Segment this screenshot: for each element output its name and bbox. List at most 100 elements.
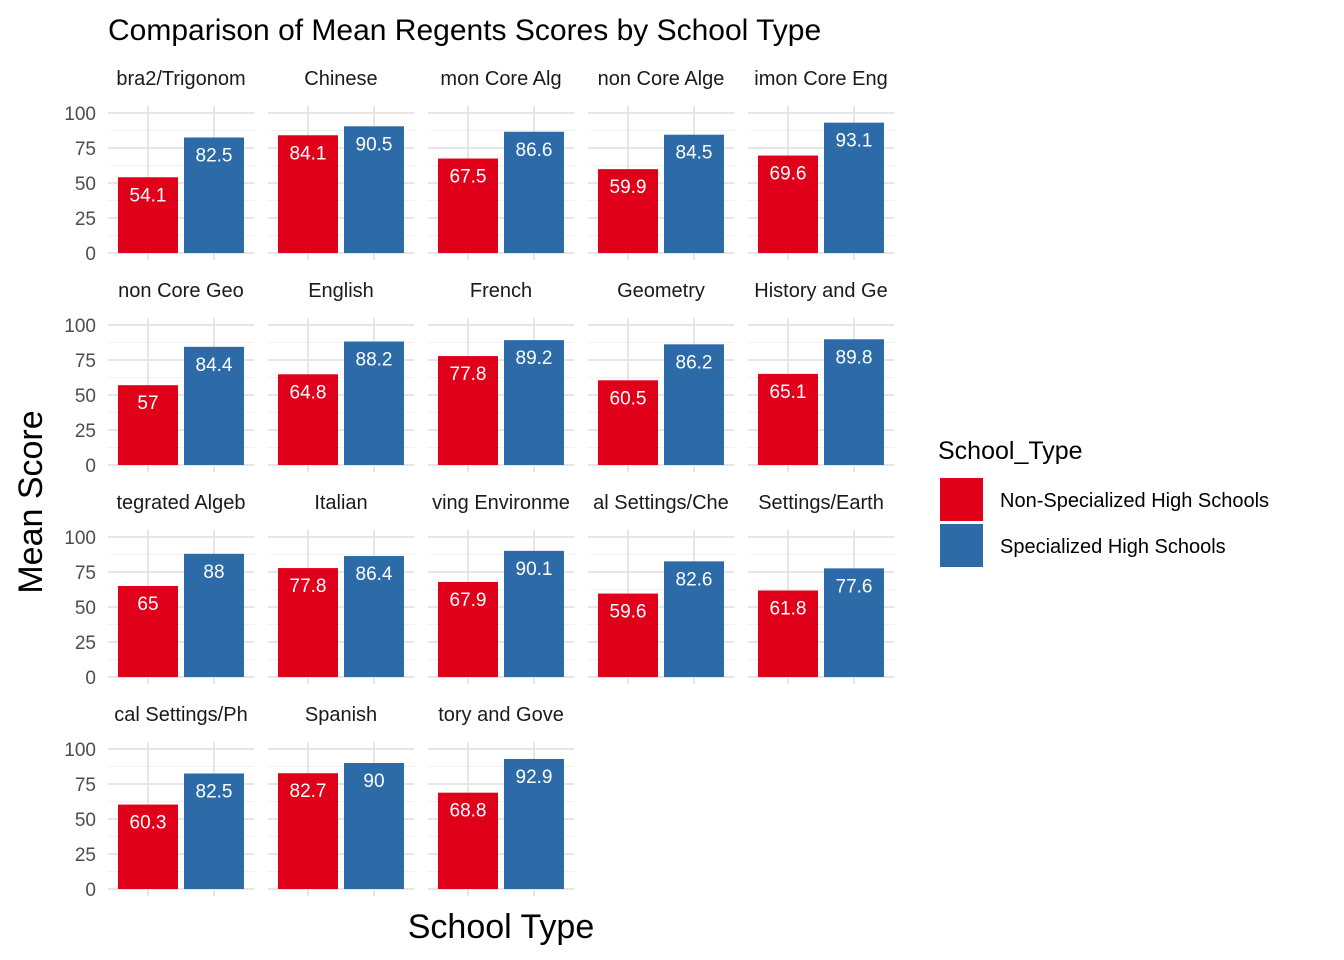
bar-value-label: 65.1 [770,382,807,403]
y-tick-label: 50 [75,174,96,195]
bar-value-label: 65 [137,594,158,615]
bar-specialized [344,763,404,889]
bar-specialized [344,556,404,677]
bar-non-specialized [278,135,338,253]
bar-value-label: 84.5 [676,143,713,164]
y-tick-label: 25 [75,845,96,866]
bar-non-specialized [438,158,498,253]
y-tick-label: 0 [85,880,96,901]
facet-strip-label: History and Ge [754,280,887,302]
bar-non-specialized [438,356,498,465]
y-tick-label: 75 [75,351,96,372]
bar-specialized [504,131,564,253]
facet-panel: 69.6 93.1 imon Core Eng [748,68,894,260]
bar-non-specialized [438,581,498,677]
y-tick-label: 75 [75,563,96,584]
bar-value-label: 88 [203,562,224,583]
bar-value-label: 54.1 [130,185,167,206]
bar-value-label: 90.1 [516,559,553,580]
bar-value-label: 60.5 [610,388,647,409]
bar-value-label: 86.6 [516,140,553,161]
legend-title: School_Type [938,437,1083,465]
bar-specialized [824,568,884,677]
bar-non-specialized [598,593,658,677]
facet-strip-label: ving Environme [432,492,570,514]
bar-specialized [504,758,564,889]
bar-value-label: 68.8 [450,801,487,822]
facet-strip-label: mon Core Alg [440,68,561,90]
bar-value-label: 64.8 [290,382,327,403]
facet-panel: 57 84.4 non Core Geo 0 25 50 75 100 [64,280,254,477]
bar-specialized [344,126,404,253]
bar-non-specialized [278,773,338,889]
facet-panel: 82.7 90 Spanish [268,704,414,896]
facet-strip-label: bra2/Trigonom [116,68,245,90]
y-tick-label: 100 [64,104,96,125]
facet-panel: 67.9 90.1 ving Environme [428,492,574,684]
y-tick-label: 0 [85,668,96,689]
facet-panel: 61.8 77.6 Settings/Earth [748,492,894,684]
y-axis-title: Mean Score [12,410,50,593]
bar-value-label: 67.9 [450,590,487,611]
y-tick-label: 50 [75,810,96,831]
facet-panel: 54.1 82.5 bra2/Trigonom 0 25 50 75 100 [64,68,254,265]
facet-panel: 77.8 86.4 Italian [268,492,414,684]
bar-specialized [664,344,724,465]
legend: School_Type Non-Specialized High Schools… [938,437,1269,567]
bar-value-label: 93.1 [836,131,873,152]
y-tick-label: 25 [75,209,96,230]
facet-panel: 60.3 82.5 cal Settings/Ph 0 25 50 75 100 [64,704,254,901]
bar-value-label: 77.8 [450,364,487,385]
bar-value-label: 90 [363,771,384,792]
facet-panels: 54.1 82.5 bra2/Trigonom 0 25 50 75 100 84.1 90.5 C… [64,68,894,901]
bar-non-specialized [758,373,818,465]
facet-strip-label: imon Core Eng [754,68,887,90]
facet-strip-label: Geometry [617,280,705,302]
facet-strip-label: tory and Gove [438,704,564,726]
bar-non-specialized [438,792,498,889]
facet-strip-label: tegrated Algeb [117,492,246,514]
facet-panel: 59.6 82.6 al Settings/Che [588,492,734,684]
bar-value-label: 82.6 [676,569,713,590]
facet-panel: 65 88 tegrated Algeb 0 25 50 75 100 [64,492,254,689]
legend-key-specialized [940,524,983,567]
bar-value-label: 77.6 [836,576,873,597]
bar-value-label: 82.5 [196,782,233,803]
bar-non-specialized [118,385,178,465]
facet-panel: 60.5 86.2 Geometry [588,280,734,472]
y-tick-label: 75 [75,139,96,160]
facet-strip-label: non Core Alge [598,68,725,90]
bar-value-label: 59.6 [610,602,647,623]
bar-value-label: 61.8 [770,598,807,619]
bar-value-label: 86.4 [356,564,393,585]
y-tick-label: 25 [75,421,96,442]
y-tick-label: 100 [64,316,96,337]
bar-specialized [664,561,724,677]
bar-non-specialized [758,590,818,677]
bar-value-label: 86.2 [676,352,713,373]
facet-panel: 65.1 89.8 History and Ge [748,280,894,472]
y-tick-label: 0 [85,456,96,477]
facet-panel: 68.8 92.9 tory and Gove [428,704,574,896]
bar-value-label: 88.2 [356,350,393,371]
bar-value-label: 82.5 [196,146,233,167]
facet-strip-label: English [308,280,374,302]
facet-strip-label: Chinese [304,68,377,90]
y-tick-label: 100 [64,740,96,761]
facet-strip-label: Spanish [305,704,377,726]
chart-title: Comparison of Mean Regents Scores by Sch… [108,14,821,47]
bar-value-label: 67.5 [450,167,487,188]
facet-panel: 67.5 86.6 mon Core Alg [428,68,574,260]
bar-non-specialized [278,568,338,677]
bar-specialized [824,339,884,465]
bar-specialized [664,134,724,253]
facet-strip-label: French [470,280,532,302]
bar-specialized [184,553,244,677]
facet-strip-label: Settings/Earth [758,492,884,514]
bar-specialized [184,773,244,889]
bar-value-label: 89.2 [516,348,553,369]
bar-specialized [504,550,564,677]
bar-non-specialized [598,380,658,465]
facet-panel: 84.1 90.5 Chinese [268,68,414,260]
